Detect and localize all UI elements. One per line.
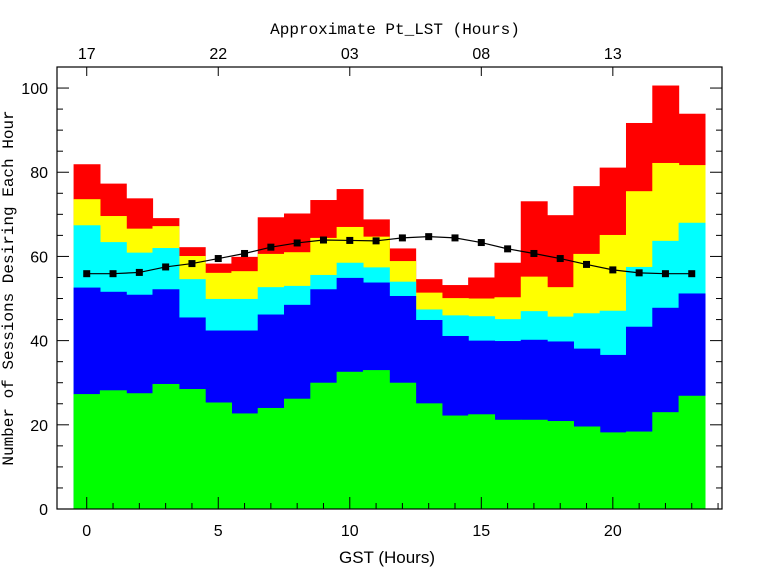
x-axis-title: GST (Hours) [339, 548, 435, 567]
line-marker [267, 243, 275, 251]
line-marker [135, 268, 143, 276]
bar-segment [415, 403, 443, 509]
line-marker [504, 245, 512, 253]
top-x-tick-label: 03 [341, 46, 359, 63]
line-marker [188, 260, 196, 268]
y-tick-label: 20 [30, 418, 48, 435]
line-marker [583, 260, 591, 268]
line-marker [688, 270, 696, 278]
bar-segment [468, 414, 496, 509]
bar-segment [652, 412, 680, 509]
trend-line [86, 236, 692, 275]
bar-segment [73, 394, 101, 509]
bar-segment [599, 432, 627, 509]
top-x-tick-label: 17 [78, 46, 96, 63]
bar-segment [310, 382, 338, 509]
x-tick-label: 10 [341, 523, 359, 540]
line-marker [477, 239, 485, 247]
axes-layer: 0 5 10 15 20 17 22 03 08 13 0 20 40 60 80 100 [21, 46, 723, 540]
line-marker [241, 249, 249, 257]
top-axis-title: Approximate Pt_LST (Hours) [270, 21, 520, 39]
y-tick-label: 40 [30, 334, 48, 351]
bar-segment [99, 390, 127, 509]
y-tick-label: 60 [30, 249, 48, 266]
line-marker [556, 255, 564, 263]
x-tick-label: 15 [472, 523, 490, 540]
line-marker [346, 236, 354, 244]
line-marker [398, 234, 406, 242]
bar-segment [257, 407, 285, 509]
line-marker [293, 239, 301, 247]
top-x-tick-label: 22 [209, 46, 227, 63]
line-marker [530, 249, 538, 257]
y-tick-label: 0 [39, 502, 48, 519]
y-tick-label: 100 [21, 81, 48, 98]
bars-layer [73, 85, 706, 510]
bar-segment [389, 382, 417, 509]
plot-frame [56, 66, 723, 510]
top-x-tick-label: 08 [472, 46, 490, 63]
line-layer [83, 233, 696, 278]
y-axis-title: Number of Sessions Desiring Each Hour [0, 110, 18, 465]
top-x-tick-label: 13 [604, 46, 622, 63]
bar-segment [336, 371, 364, 509]
bar-segment [178, 389, 206, 509]
line-marker [162, 263, 170, 271]
line-marker [319, 236, 327, 244]
bar-segment [152, 383, 180, 509]
bar-segment [284, 398, 311, 509]
bar-segment [547, 421, 574, 509]
line-marker [451, 234, 459, 242]
line-marker [214, 255, 222, 263]
line-marker [609, 266, 617, 274]
line-marker [635, 269, 643, 277]
x-tick-label: 20 [604, 523, 622, 540]
bar-segment [625, 431, 653, 509]
line-marker [83, 270, 91, 278]
line-marker [661, 270, 669, 278]
bar-segment [520, 419, 548, 509]
bar-segment [678, 395, 706, 509]
bar-segment [494, 419, 522, 509]
x-tick-label: 0 [82, 523, 91, 540]
bar-segment [573, 426, 601, 509]
bar-segment [205, 402, 233, 509]
bar-segment [441, 415, 469, 509]
x-tick-label: 5 [214, 523, 223, 540]
bar-segment [126, 393, 154, 509]
y-tick-label: 80 [30, 165, 48, 182]
line-marker [425, 233, 433, 241]
line-marker [109, 270, 117, 278]
bar-segment [362, 370, 390, 509]
bar-segment [231, 413, 259, 509]
line-marker [372, 237, 380, 245]
